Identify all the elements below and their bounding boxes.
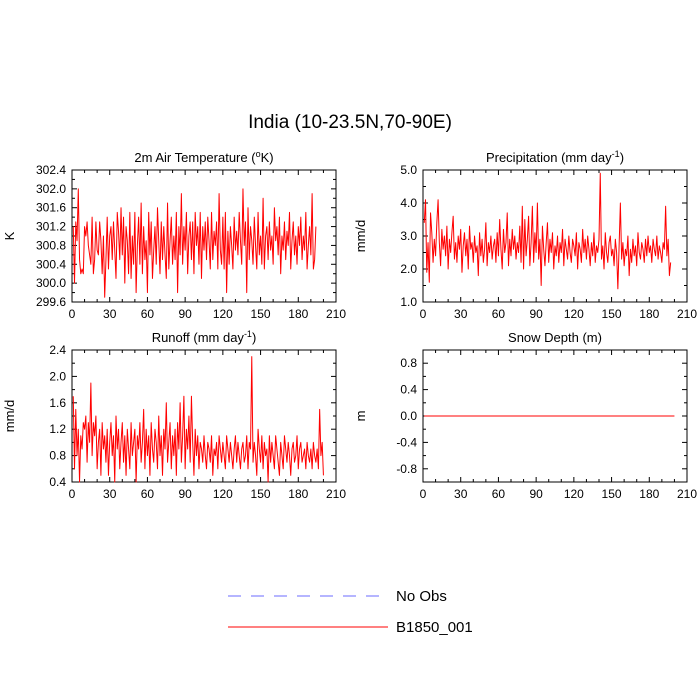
- panel-2: 0 30 60 90 120 150 180 210 1.0 2.0 3.0 4.0 5.0 Precip…: [353, 149, 697, 321]
- y-axis-label: mm/d: [2, 400, 17, 433]
- panel-title: Runoff (mm day-1): [152, 329, 257, 345]
- x-tick-label: 210: [677, 487, 697, 501]
- y-tick-label: 0.4: [400, 383, 417, 397]
- panel-title: 2m Air Temperature (oK): [134, 149, 273, 165]
- y-tick-label: 0.8: [49, 449, 66, 463]
- y-tick-label: 300.4: [36, 257, 66, 271]
- figure-title: India (10-23.5N,70-90E): [248, 112, 452, 133]
- x-tick-label: 150: [602, 487, 622, 501]
- y-tick-label: 2.0: [400, 262, 417, 276]
- x-tick-label: 120: [213, 487, 233, 501]
- x-tick-label: 210: [326, 487, 346, 501]
- legend-label-b1850: B1850_001: [396, 619, 473, 636]
- y-tick-label: 0.4: [49, 475, 66, 489]
- x-tick-label: 30: [103, 307, 117, 321]
- y-tick-label: 3.0: [400, 229, 417, 243]
- y-axis-label: mm/d: [353, 220, 368, 253]
- x-tick-label: 30: [454, 307, 468, 321]
- y-tick-label: 4.0: [400, 196, 417, 210]
- y-tick-label: 301.2: [36, 220, 66, 234]
- x-tick-label: 150: [251, 307, 271, 321]
- y-axis-label: m: [353, 411, 368, 422]
- x-tick-label: 30: [103, 487, 117, 501]
- x-tick-label: 90: [178, 487, 192, 501]
- x-tick-label: 90: [529, 307, 543, 321]
- y-tick-label: 301.6: [36, 201, 66, 215]
- series-line: [72, 356, 324, 483]
- y-tick-label: 300.8: [36, 238, 66, 252]
- y-tick-label: 0.8: [400, 356, 417, 370]
- y-tick-label: 300.0: [36, 276, 66, 290]
- y-tick-label: 0.0: [400, 409, 417, 423]
- series-line: [423, 172, 672, 290]
- plot-frame: [71, 349, 337, 483]
- x-tick-label: 180: [288, 307, 308, 321]
- series-line: [72, 188, 317, 298]
- y-tick-label: 2.0: [49, 369, 66, 383]
- plot-frame: [422, 169, 688, 303]
- x-tick-label: 0: [69, 487, 76, 501]
- x-tick-label: 90: [178, 307, 192, 321]
- x-tick-label: 180: [639, 487, 659, 501]
- panel-title: Snow Depth (m): [508, 330, 602, 345]
- y-tick-label: 299.6: [36, 295, 66, 309]
- x-tick-label: 210: [326, 307, 346, 321]
- x-tick-label: 120: [564, 487, 584, 501]
- y-tick-label: 302.4: [36, 163, 66, 177]
- y-tick-label: 2.4: [49, 343, 66, 357]
- x-tick-label: 180: [639, 307, 659, 321]
- y-tick-label: 1.0: [400, 295, 417, 309]
- y-tick-label: 1.2: [49, 422, 66, 436]
- x-tick-label: 90: [529, 487, 543, 501]
- y-axis-label: K: [2, 231, 17, 240]
- x-tick-label: 0: [69, 307, 76, 321]
- x-tick-label: 120: [213, 307, 233, 321]
- x-tick-label: 60: [141, 487, 155, 501]
- panel-title: Precipitation (mm day-1): [486, 149, 624, 165]
- x-tick-label: 60: [141, 307, 155, 321]
- y-tick-label: -0.4: [396, 435, 417, 449]
- panel-4: 0 30 60 90 120 150 180 210 -0.8 -0.4 0.0 0.4 0.8 Snow…: [353, 330, 697, 501]
- x-tick-label: 150: [251, 487, 271, 501]
- x-tick-label: 150: [602, 307, 622, 321]
- x-tick-label: 0: [420, 307, 427, 321]
- x-tick-label: 120: [564, 307, 584, 321]
- x-tick-label: 210: [677, 307, 697, 321]
- legend-label-no-obs: No Obs: [396, 588, 447, 605]
- y-tick-label: 1.6: [49, 396, 66, 410]
- x-tick-label: 180: [288, 487, 308, 501]
- x-tick-label: 0: [420, 487, 427, 501]
- panel-3: 0 30 60 90 120 150 180 210 0.4 0.8 1.2 1.6 2.0 2.4 Run…: [2, 329, 346, 501]
- x-tick-label: 60: [492, 307, 506, 321]
- x-tick-label: 60: [492, 487, 506, 501]
- panel-1: 0 30 60 90 120 150 180 210 299.6 300.0 300.4 300.8 3…: [2, 149, 346, 321]
- y-tick-label: 5.0: [400, 163, 417, 177]
- x-tick-label: 30: [454, 487, 468, 501]
- y-tick-label: 302.0: [36, 182, 66, 196]
- y-tick-label: -0.8: [396, 462, 417, 476]
